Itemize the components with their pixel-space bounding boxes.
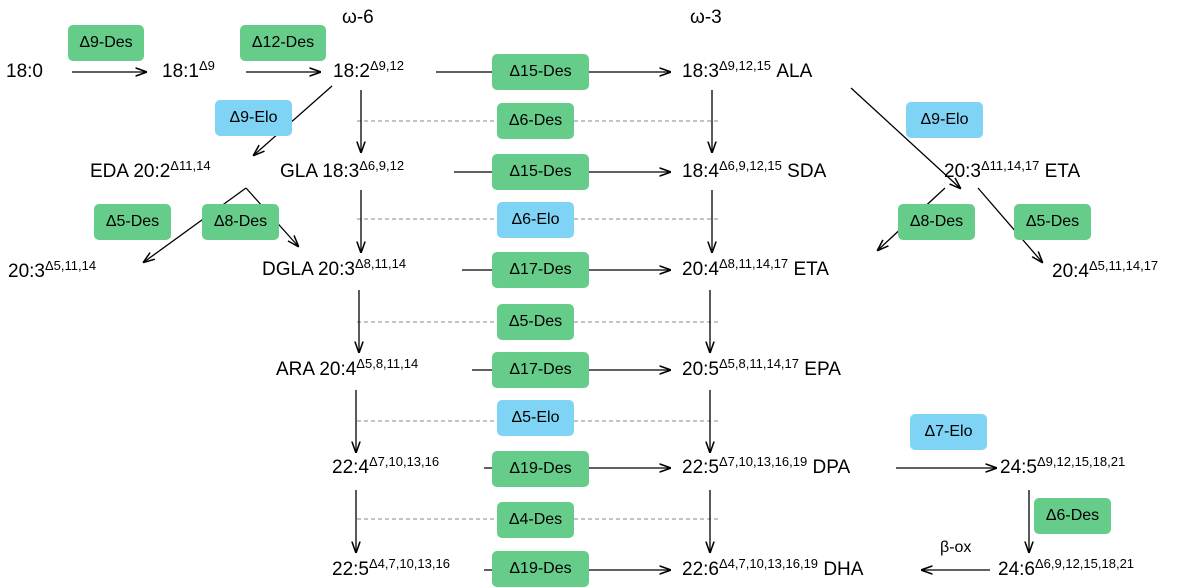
compound-20-4-right: 20:4Δ5,11,14,17 xyxy=(1052,258,1159,282)
compound-24-5: 24:5Δ9,12,15,18,21 xyxy=(1000,454,1126,478)
beta-oxidation-label: β-ox xyxy=(940,539,972,556)
enzyme-d17-des-2: Δ17-Des xyxy=(492,352,589,388)
enzyme-d6-elo: Δ6-Elo xyxy=(497,202,574,238)
enzyme-d6-des-1: Δ6-Des xyxy=(497,103,574,139)
compound-22-5: 22:5Δ4,7,10,13,16 xyxy=(332,556,450,580)
enzyme-d9-elo-left: Δ9-Elo xyxy=(215,100,292,136)
enzyme-d4-des: Δ4-Des xyxy=(497,502,574,538)
enzyme-d9-elo-right: Δ9-Elo xyxy=(906,102,983,138)
compound-dpa: 22:5Δ7,10,13,16,19 DPA xyxy=(682,454,851,478)
omega6-header: ω-6 xyxy=(342,7,374,28)
compound-ara: ARA 20:4Δ5,8,11,14 xyxy=(276,356,419,380)
omega3-header: ω-3 xyxy=(690,7,722,28)
compound-18-0: 18:0 xyxy=(6,61,43,82)
enzyme-d6-des-2: Δ6-Des xyxy=(1034,498,1111,534)
compound-sda: 18:4Δ6,9,12,15 SDA xyxy=(682,158,827,182)
compound-eda: EDA 20:2Δ11,14 xyxy=(90,158,211,182)
compound-dha: 22:6Δ4,7,10,13,16,19 DHA xyxy=(682,556,864,580)
enzyme-d8-des-right: Δ8-Des xyxy=(898,204,975,240)
compound-eta-20-3: 20:3Δ11,14,17 ETA xyxy=(944,158,1081,182)
enzyme-d17-des-1: Δ17-Des xyxy=(492,252,589,288)
compound-18-1: 18:1Δ9 xyxy=(162,58,215,82)
compound-eta-20-4: 20:4Δ8,11,14,17 ETA xyxy=(682,256,829,280)
enzyme-d7-elo: Δ7-Elo xyxy=(910,414,987,450)
enzyme-d5-des-mid: Δ5-Des xyxy=(497,304,574,340)
enzyme-d5-elo: Δ5-Elo xyxy=(497,400,574,436)
compound-dgla: DGLA 20:3Δ8,11,14 xyxy=(262,256,407,280)
compound-24-6: 24:6Δ6,9,12,15,18,21 xyxy=(998,556,1135,580)
enzyme-d15-des-2: Δ15-Des xyxy=(492,154,589,190)
compound-20-3-left: 20:3Δ5,11,14 xyxy=(8,258,97,282)
compound-gla: GLA 18:3Δ6,9,12 xyxy=(280,158,405,182)
enzyme-d19-des-1: Δ19-Des xyxy=(492,451,589,487)
enzyme-d15-des-1: Δ15-Des xyxy=(492,54,589,90)
enzyme-d12-des: Δ12-Des xyxy=(240,25,326,61)
compound-18-2: 18:2Δ9,12 xyxy=(333,58,404,82)
compound-22-4: 22:4Δ7,10,13,16 xyxy=(332,454,440,478)
enzyme-d5-des-right: Δ5-Des xyxy=(1014,204,1091,240)
enzyme-d8-des-left: Δ8-Des xyxy=(202,204,279,240)
enzyme-d5-des-left: Δ5-Des xyxy=(94,204,171,240)
compound-epa: 20:5Δ5,8,11,14,17 EPA xyxy=(682,356,841,380)
enzyme-d19-des-2: Δ19-Des xyxy=(492,551,589,587)
compound-ala: 18:3Δ9,12,15 ALA xyxy=(682,58,813,82)
enzyme-d9-des: Δ9-Des xyxy=(68,25,144,61)
